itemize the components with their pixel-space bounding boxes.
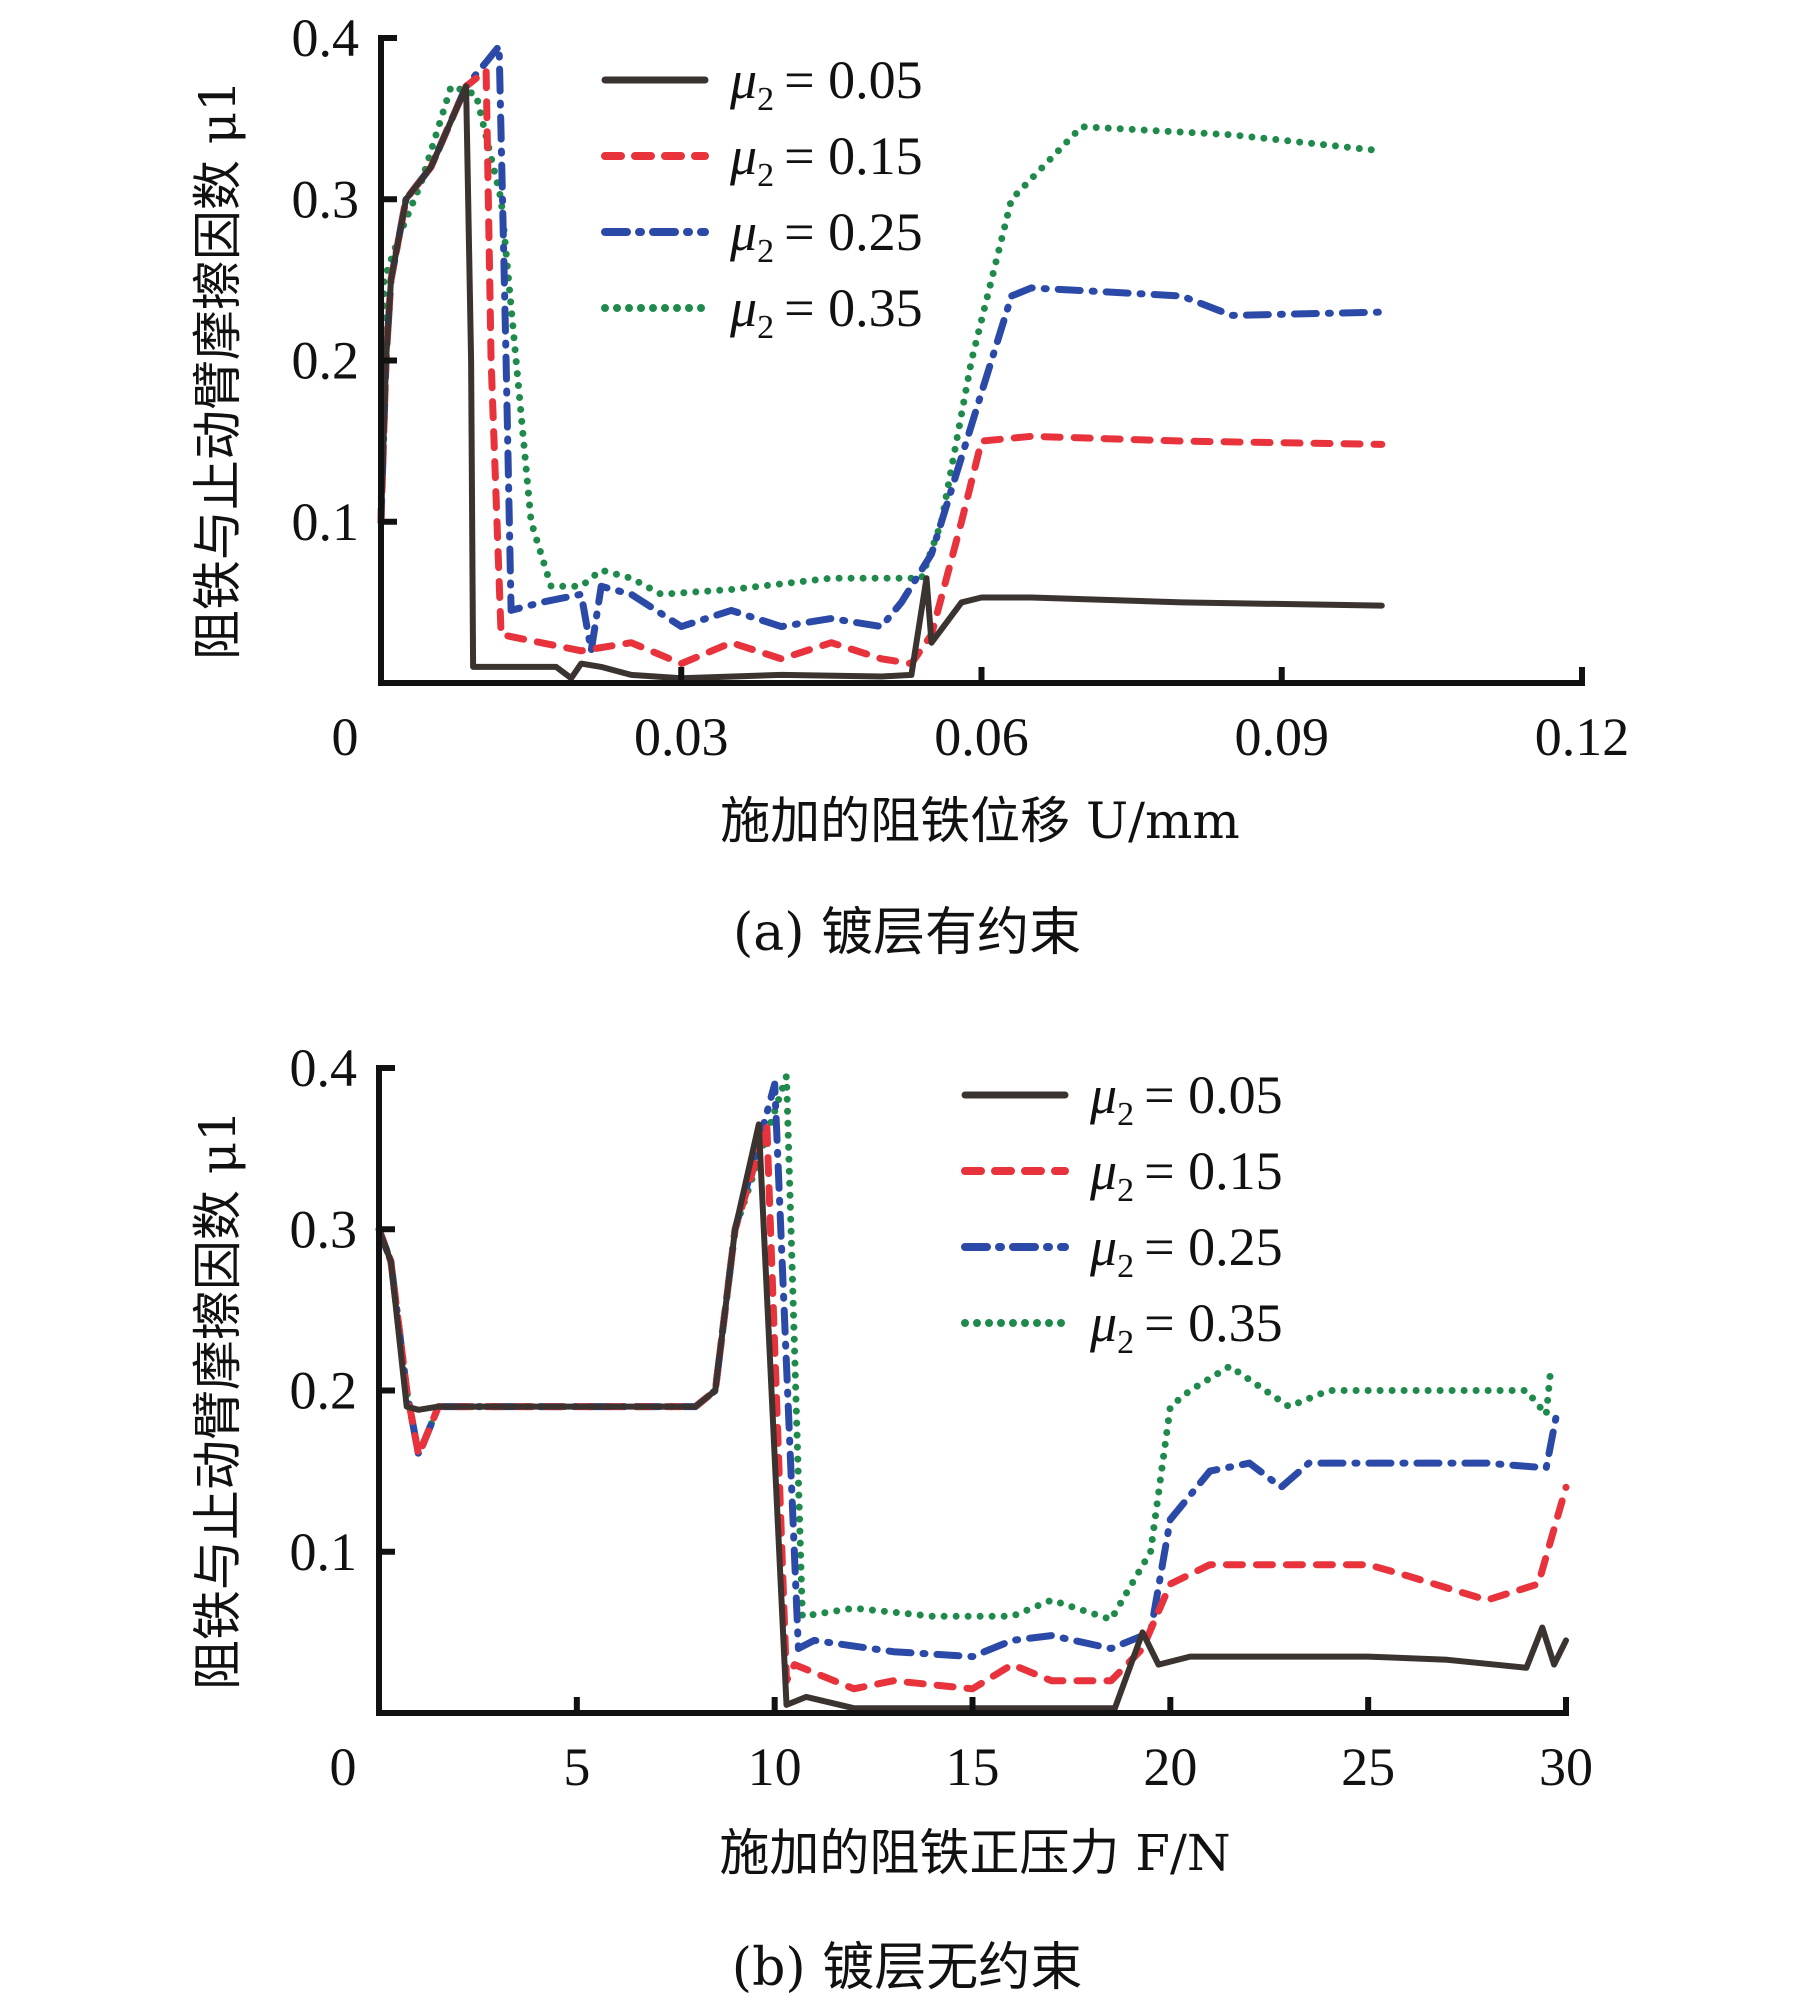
legend-label: μ2 = 0.15 [1089, 1141, 1283, 1209]
legend-label: μ2 = 0.15 [729, 126, 923, 194]
caption-b: (b) 镀层无约束 [732, 1938, 1082, 1998]
legend-a: μ2 = 0.05 μ2 = 0.15 μ2 = 0.25 μ2 = 0.35 [601, 50, 923, 346]
legend-item: μ2 = 0.35 [601, 278, 923, 346]
x-tick-label: 15 [946, 1737, 1000, 1797]
caption-a: (a) 镀层有约束 [733, 903, 1081, 963]
panel-a: 0.10.20.30.40 0.03 0.06 0.09 0.12 μ2 = 0.05μ2… [189, 8, 1629, 963]
series-line-0.05 [376, 1121, 1569, 1712]
y-tick-label: 0.1 [292, 492, 360, 552]
legend-label: μ2 = 0.35 [729, 278, 923, 346]
series-line-0.05 [378, 83, 1385, 682]
legend-label: μ2 = 0.35 [1089, 1293, 1283, 1361]
legend-item: μ2 = 0.25 [601, 202, 923, 270]
series-line-0.35 [375, 1072, 1554, 1623]
legend-item: μ2 = 0.25 [961, 1217, 1283, 1285]
legend-label: μ2 = 0.25 [729, 202, 923, 270]
legend-b: μ2 = 0.05 μ2 = 0.15 μ2 = 0.25 μ2 = 0.35 [961, 1065, 1283, 1361]
series-line-0.25 [375, 1080, 1562, 1661]
ticks-b: 0.1 0.2 0.3 0.4 0 5 10 15 20 25 30 [290, 1038, 1594, 1797]
legend-item: μ2 = 0.15 [961, 1141, 1283, 1209]
y-tick-label: 0.2 [290, 1361, 358, 1421]
legend-item: μ2 = 0.05 [601, 50, 923, 118]
series-line-0.35 [377, 82, 1386, 598]
legend-label: μ2 = 0.05 [729, 50, 923, 118]
plot-lines-a [377, 42, 1386, 682]
legend-item: μ2 = 0.05 [961, 1065, 1283, 1133]
x-tick-label: 25 [1341, 1737, 1395, 1797]
axes-a [378, 35, 1585, 686]
x-tick-label: 0 [330, 1737, 357, 1797]
legend-item: μ2 = 0.35 [961, 1293, 1283, 1361]
y-tick-label: 0.1 [290, 1522, 358, 1582]
x-axis-title-b: 施加的阻铁正压力 F/N [719, 1824, 1230, 1882]
legend-item: μ2 = 0.15 [601, 126, 923, 194]
ticks-a: 0.1 0.2 0.3 0.4 0 0.03 0.06 0.09 0.12 [292, 8, 1630, 767]
axis-lines [376, 1065, 1569, 1716]
y-axis-title-a: 阻铁与止动臂摩擦因数 μ1 [189, 80, 247, 660]
y-tick-label: 0.4 [290, 1038, 358, 1098]
plot-lines-b [375, 1072, 1570, 1712]
legend-label: μ2 = 0.25 [1089, 1217, 1283, 1285]
x-tick-label: 10 [748, 1737, 802, 1797]
x-tick-label: 0.03 [634, 707, 729, 767]
y-tick-label: 0.3 [290, 1199, 358, 1259]
x-tick-label: 0.12 [1535, 707, 1630, 767]
axes-b [376, 1065, 1569, 1716]
panel-b: 0.1 0.2 0.3 0.4 0 5 10 15 20 25 30 μ2 = 0.05 μ2 = 0.1… [189, 1038, 1593, 1998]
axis-lines [378, 35, 1585, 686]
legend-label: μ2 = 0.05 [1089, 1065, 1283, 1133]
x-tick-label: 5 [563, 1737, 590, 1797]
x-tick-label: 0.06 [934, 707, 1029, 767]
y-tick-label: 0.2 [292, 331, 360, 391]
x-tick-label: 30 [1539, 1737, 1593, 1797]
x-tick-label: 0.09 [1235, 707, 1330, 767]
x-tick-label: 0 [332, 707, 359, 767]
y-axis-title-b: 阻铁与止动臂摩擦因数 μ1 [189, 1110, 247, 1690]
x-axis-title-a: 施加的阻铁位移 U/mm [720, 792, 1240, 850]
y-tick-label: 0.4 [292, 8, 360, 68]
y-tick-label: 0.3 [292, 169, 360, 229]
x-tick-label: 20 [1143, 1737, 1197, 1797]
